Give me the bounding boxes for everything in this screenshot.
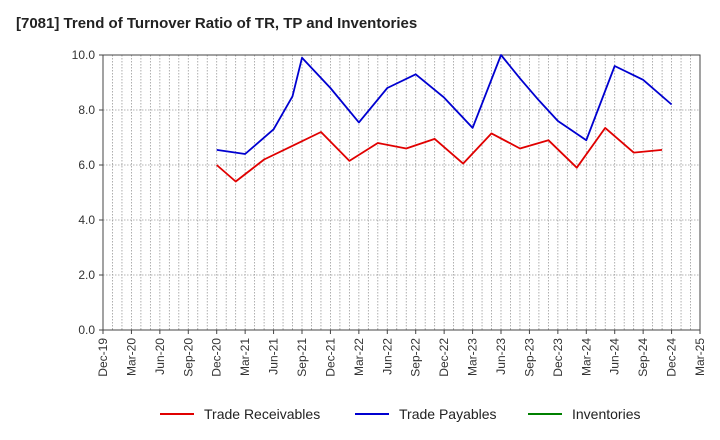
y-tick-label: 6.0 — [78, 158, 95, 172]
x-tick-label: Sep-21 — [295, 338, 309, 377]
x-tick-label: Jun-20 — [153, 338, 167, 375]
legend: Trade Receivables Trade Payables Inventori… — [160, 406, 640, 422]
series-line-trade-payables — [216, 54, 673, 155]
x-tick-label: Mar-24 — [579, 338, 593, 376]
x-tick-label: Sep-23 — [522, 338, 536, 377]
x-tick-label: Jun-23 — [494, 338, 508, 375]
x-tick-label: Mar-23 — [466, 338, 480, 376]
x-tick-label: Dec-23 — [551, 338, 565, 377]
x-tick-label: Dec-22 — [437, 338, 451, 377]
x-tick-label: Mar-25 — [693, 338, 707, 376]
plot-frame — [102, 54, 701, 331]
series-layer — [216, 54, 673, 183]
x-tick-label: Dec-24 — [665, 338, 679, 377]
y-tick-label: 2.0 — [78, 268, 95, 282]
x-tick-label: Sep-20 — [181, 338, 195, 377]
x-tick-label: Jun-22 — [380, 338, 394, 375]
axes — [99, 54, 701, 334]
y-tick-label: 10.0 — [72, 48, 96, 62]
y-tick-label: 8.0 — [78, 103, 95, 117]
legend-label: Inventories — [572, 406, 640, 422]
x-tick-label: Mar-20 — [124, 338, 138, 376]
x-tick-label: Sep-22 — [409, 338, 423, 377]
grid — [103, 54, 700, 330]
tick-labels: 0.0 2.0 4.0 6.0 8.0 10.0 Dec-19 Mar-20 Jun-20 Sep… — [72, 48, 707, 377]
x-tick-label: Jun-24 — [608, 338, 622, 375]
x-tick-label: Jun-21 — [267, 338, 281, 375]
x-tick-label: Dec-20 — [210, 338, 224, 377]
legend-label: Trade Payables — [399, 406, 497, 422]
x-tick-label: Sep-24 — [636, 338, 650, 377]
x-tick-label: Mar-22 — [352, 338, 366, 376]
y-tick-label: 0.0 — [78, 323, 95, 337]
x-tick-label: Dec-19 — [96, 338, 110, 377]
x-tick-label: Dec-21 — [323, 338, 337, 377]
legend-label: Trade Receivables — [204, 406, 320, 422]
x-tick-label: Mar-21 — [238, 338, 252, 376]
chart-title: [7081] Trend of Turnover Ratio of TR, TP… — [16, 15, 418, 32]
series-line-trade-receivables — [216, 127, 663, 183]
y-tick-label: 4.0 — [78, 213, 95, 227]
